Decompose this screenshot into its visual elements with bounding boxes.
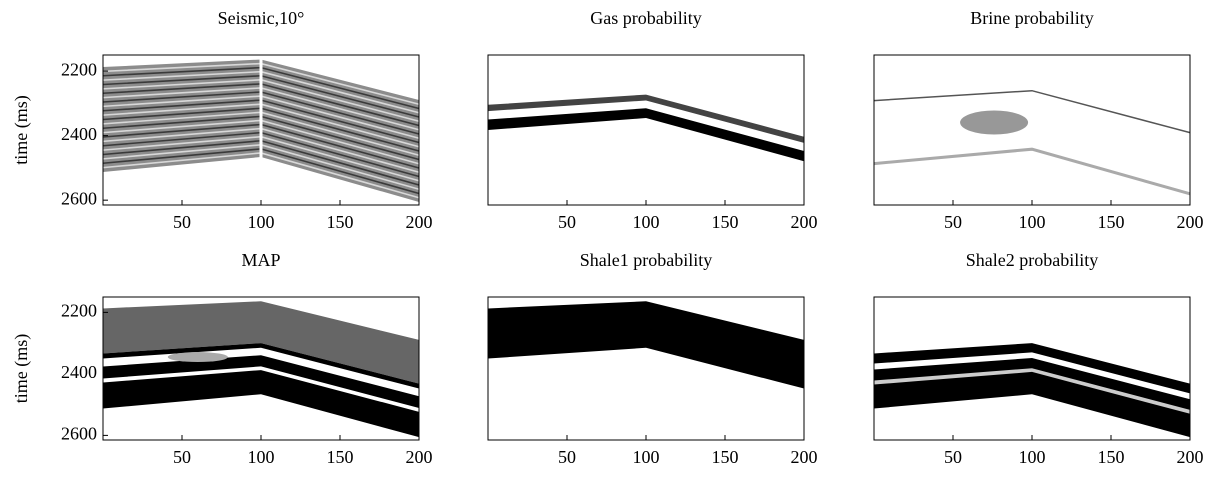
x-tick-label: 200 <box>1177 447 1204 467</box>
x-tick-label: 200 <box>791 212 818 232</box>
x-tick-label: 150 <box>712 212 739 232</box>
image-region <box>874 343 1190 438</box>
y-axis-label: time (ms) <box>11 95 32 165</box>
panel: Brine probability 50 100 150 200 <box>873 8 1204 232</box>
x-tick-label: 50 <box>173 447 191 467</box>
image-region <box>103 301 419 384</box>
x-tick-label: 100 <box>248 447 275 467</box>
x-tick-label: 100 <box>633 447 660 467</box>
panel: MAP 50 100 150 200 2200 2400 2600 time (ms) <box>11 250 432 467</box>
panel-title: Shale2 probability <box>966 250 1098 270</box>
x-tick-label: 150 <box>712 447 739 467</box>
image-region <box>103 343 419 438</box>
y-tick-label: 2600 <box>61 188 97 208</box>
panel-title: Shale1 probability <box>580 250 712 270</box>
plot-area <box>488 55 804 205</box>
x-tick-label: 200 <box>406 447 433 467</box>
x-tick-label: 100 <box>1019 447 1046 467</box>
x-tick-label: 150 <box>1098 447 1125 467</box>
image-region <box>488 108 804 162</box>
x-tick-label: 200 <box>791 447 818 467</box>
image-region <box>488 301 804 389</box>
image-region <box>873 147 1191 196</box>
panel-title: Brine probability <box>970 8 1093 28</box>
panel-title: MAP <box>241 250 280 270</box>
panel-title: Seismic,10° <box>218 8 305 28</box>
image-region <box>873 89 1191 134</box>
x-tick-label: 100 <box>248 212 275 232</box>
y-tick-label: 2200 <box>61 59 97 79</box>
y-tick-label: 2400 <box>61 362 97 382</box>
panel: Seismic,10° 50 100 150 200 2200 2400 2600 time (… <box>11 8 432 232</box>
x-tick-label: 50 <box>944 212 962 232</box>
x-tick-label: 150 <box>1098 212 1125 232</box>
image-region <box>960 110 1029 135</box>
y-tick-label: 2400 <box>61 124 97 144</box>
y-tick-label: 2600 <box>61 424 97 444</box>
x-tick-label: 50 <box>944 447 962 467</box>
image-region <box>167 352 228 363</box>
x-tick-label: 200 <box>406 212 433 232</box>
panel: Gas probability 50 100 150 200 <box>487 8 818 232</box>
x-tick-label: 50 <box>173 212 191 232</box>
x-tick-label: 100 <box>633 212 660 232</box>
x-tick-label: 150 <box>327 212 354 232</box>
x-tick-label: 200 <box>1177 212 1204 232</box>
x-tick-label: 50 <box>558 447 576 467</box>
x-tick-label: 50 <box>558 212 576 232</box>
panel: Shale1 probability 50 100 150 200 <box>487 250 818 467</box>
panel: Shale2 probability 50 100 150 200 <box>873 250 1204 467</box>
x-tick-label: 100 <box>1019 212 1046 232</box>
panel-title: Gas probability <box>590 8 701 28</box>
plot-area <box>874 55 1190 205</box>
y-axis-label: time (ms) <box>11 334 32 404</box>
x-tick-label: 150 <box>327 447 354 467</box>
y-tick-label: 2200 <box>61 301 97 321</box>
